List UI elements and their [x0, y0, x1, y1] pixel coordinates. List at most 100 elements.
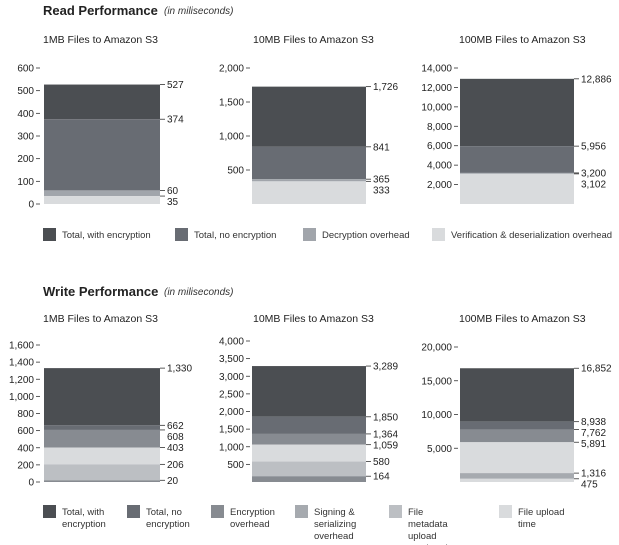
- y-tick-label: 1,500: [219, 98, 244, 109]
- y-tick-label: 2,000: [427, 180, 452, 191]
- y-tick-label: 2,500: [219, 389, 244, 400]
- bar-segment: [252, 444, 366, 462]
- y-tick-label: 1,000: [219, 442, 244, 453]
- bar-segment: [252, 416, 366, 434]
- y-tick-label: 20,000: [421, 343, 452, 354]
- value-label: 374: [167, 115, 184, 126]
- value-label: 5,891: [581, 439, 606, 450]
- legend-swatch: [211, 505, 224, 518]
- bar-segment: [460, 173, 574, 204]
- y-tick-label: 14,000: [421, 64, 452, 75]
- legend-swatch: [389, 505, 402, 518]
- y-tick-label: 200: [17, 460, 34, 471]
- value-label: 12,886: [581, 74, 612, 85]
- y-tick-label: 1,400: [9, 358, 34, 369]
- value-label: 333: [373, 186, 390, 197]
- legend-label: File upload time: [518, 507, 564, 530]
- legend-label: Total, no encryption: [194, 230, 276, 241]
- legend-label: Total, with encryption: [62, 507, 106, 530]
- y-tick-label: 400: [17, 109, 34, 120]
- read-section-title: Read Performance: [43, 3, 158, 18]
- y-tick-label: 500: [227, 460, 244, 471]
- bar-segment: [460, 146, 574, 173]
- bar-segment: [252, 86, 366, 147]
- y-tick-label: 500: [17, 86, 34, 97]
- bar-segment: [252, 146, 366, 180]
- value-label: 608: [167, 432, 184, 443]
- y-tick-label: 8,000: [427, 122, 452, 133]
- y-tick-label: 400: [17, 443, 34, 454]
- bar-segment: [252, 181, 366, 204]
- value-label: 580: [373, 457, 390, 468]
- y-tick-label: 600: [17, 64, 34, 75]
- value-label: 60: [167, 186, 179, 197]
- value-label: 841: [373, 142, 390, 153]
- value-label: 662: [167, 421, 184, 432]
- bar-segment: [460, 442, 574, 474]
- legend-swatch: [43, 228, 56, 241]
- legend-label: Total, no encryption: [146, 507, 190, 530]
- chart-title: 10MB Files to Amazon S3: [253, 313, 374, 325]
- y-tick-label: 200: [17, 154, 34, 165]
- write-section-note: (in miliseconds): [164, 287, 234, 298]
- y-tick-label: 300: [17, 132, 34, 143]
- y-tick-label: 0: [28, 200, 34, 211]
- y-tick-label: 5,000: [427, 444, 452, 455]
- legend-label: Signing & serializing overhead: [314, 507, 356, 542]
- y-tick-label: 10,000: [421, 410, 452, 421]
- bar-segment: [44, 425, 160, 430]
- legend-label: Total, with encryption: [62, 230, 151, 241]
- value-label: 403: [167, 443, 184, 454]
- value-label: 1,850: [373, 412, 398, 423]
- value-label: 365: [373, 175, 390, 186]
- value-label: 5,956: [581, 142, 606, 153]
- y-tick-label: 4,000: [219, 337, 244, 348]
- y-tick-label: 6,000: [427, 141, 452, 152]
- y-tick-label: 0: [28, 478, 34, 489]
- chart-title: 100MB Files to Amazon S3: [459, 313, 586, 325]
- value-label: 35: [167, 197, 179, 208]
- y-tick-label: 10,000: [421, 102, 452, 113]
- bar-segment: [252, 366, 366, 417]
- value-label: 3,200: [581, 168, 606, 179]
- value-label: 1,316: [581, 469, 606, 480]
- bar-segment: [44, 84, 160, 120]
- bar-segment: [460, 368, 574, 422]
- value-label: 8,938: [581, 417, 606, 428]
- y-tick-label: 15,000: [421, 376, 452, 387]
- y-tick-label: 1,000: [9, 392, 34, 403]
- write-section-title: Write Performance: [43, 284, 159, 299]
- legend-swatch: [175, 228, 188, 241]
- y-tick-label: 1,200: [9, 375, 34, 386]
- value-label: 1,364: [373, 429, 398, 440]
- chart-title: 100MB Files to Amazon S3: [459, 34, 586, 46]
- bar-segment: [44, 429, 160, 448]
- read-section-note: (in miliseconds): [164, 6, 234, 17]
- legend-swatch: [499, 505, 512, 518]
- value-label: 475: [581, 480, 598, 491]
- bar-segment: [44, 480, 160, 482]
- y-tick-label: 3,500: [219, 354, 244, 365]
- y-tick-label: 4,000: [427, 161, 452, 172]
- chart-title: 1MB Files to Amazon S3: [43, 313, 158, 325]
- chart-title: 10MB Files to Amazon S3: [253, 34, 374, 46]
- y-tick-label: 100: [17, 177, 34, 188]
- bar-segment: [460, 421, 574, 430]
- legend-label: Filemetadatauploadoverhead: [408, 507, 448, 545]
- value-label: 527: [167, 80, 184, 91]
- bar-segment: [460, 473, 574, 479]
- legend-swatch: [432, 228, 445, 241]
- legend-label: Decryption overhead: [322, 230, 410, 241]
- y-tick-label: 2,000: [219, 64, 244, 75]
- value-label: 3,289: [373, 362, 398, 373]
- bar-segment: [460, 78, 574, 147]
- value-label: 1,059: [373, 440, 398, 451]
- value-label: 164: [373, 472, 390, 483]
- y-tick-label: 500: [227, 166, 244, 177]
- chart-title: 1MB Files to Amazon S3: [43, 34, 158, 46]
- bar-segment: [44, 190, 160, 197]
- value-label: 1,330: [167, 364, 192, 375]
- bar-segment: [460, 478, 574, 482]
- legend-swatch: [127, 505, 140, 518]
